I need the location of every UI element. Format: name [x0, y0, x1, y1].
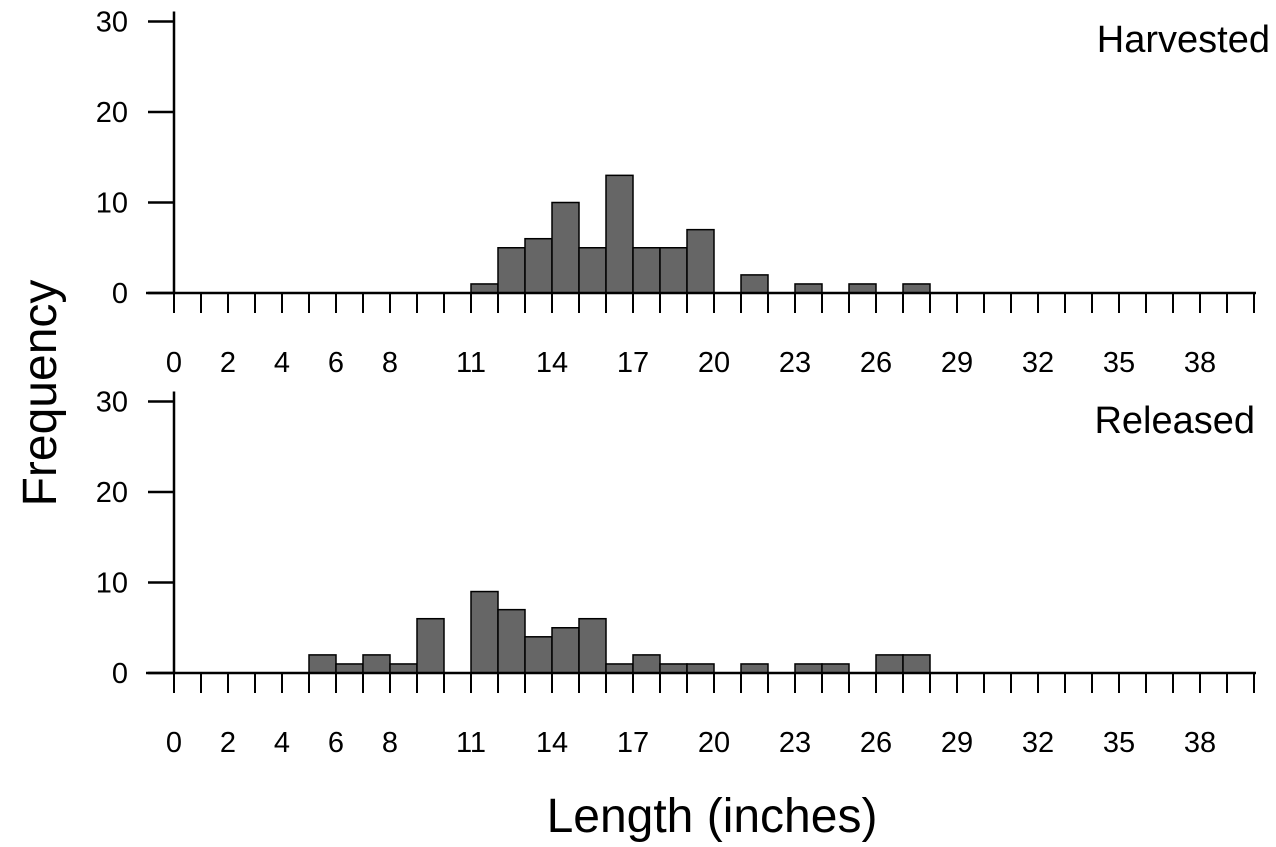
x-tick-label: 26 [860, 347, 892, 379]
histogram-bar [524, 237, 553, 294]
x-tick-label: 2 [220, 727, 236, 759]
histogram-bar [551, 201, 580, 294]
x-tick-label: 8 [382, 347, 398, 379]
histogram-bar [659, 247, 688, 294]
y-axis-title: Frequency [14, 280, 67, 507]
x-tick-label: 14 [536, 727, 568, 759]
histogram-bar [848, 283, 877, 294]
histogram-bar [686, 228, 715, 294]
histogram-bar [389, 663, 418, 674]
histogram-bar [362, 654, 391, 674]
panel-released: 0 2 4 6 8 11 14 17 20 23 26 29 32 35 38 0 10 20 30 Released [96, 387, 1256, 759]
x-tick-label: 4 [274, 727, 290, 759]
x-tick-label: 38 [1184, 727, 1216, 759]
panel-title: Released [1094, 400, 1255, 442]
x-tick-label: 35 [1103, 347, 1135, 379]
histogram-bar [821, 663, 850, 674]
x-tick-label: 32 [1022, 727, 1054, 759]
histogram-bar [632, 247, 661, 294]
histogram-bar [308, 654, 337, 674]
y-tick-label: 30 [96, 7, 128, 39]
panel-title: Harvested [1097, 19, 1270, 61]
y-tick-label: 10 [96, 188, 128, 220]
histogram-bar [551, 627, 580, 674]
x-tick-label: 0 [166, 727, 182, 759]
x-tick-label: 23 [779, 347, 811, 379]
histogram-bar [524, 636, 553, 674]
x-tick-label: 0 [166, 347, 182, 379]
x-tick-label: 17 [617, 347, 649, 379]
x-axis-title: Length (inches) [547, 790, 878, 843]
x-tick-label: 23 [779, 727, 811, 759]
y-tick-label: 0 [112, 278, 128, 310]
x-tick-label: 35 [1103, 727, 1135, 759]
histogram-bar [740, 663, 769, 674]
histogram-bar [740, 274, 769, 294]
x-tick-label: 20 [698, 347, 730, 379]
x-tick-label: 14 [536, 347, 568, 379]
histogram-bar [470, 283, 499, 294]
x-tick-label: 29 [941, 347, 973, 379]
x-tick-label: 6 [328, 727, 344, 759]
x-tick-label: 20 [698, 727, 730, 759]
x-tick-label: 11 [456, 347, 486, 379]
histogram-bar [632, 654, 661, 674]
histogram-bar [686, 663, 715, 674]
x-tick-label: 2 [220, 347, 236, 379]
histogram-bar [416, 617, 445, 674]
y-tick-label: 20 [96, 477, 128, 509]
x-tick-label: 4 [274, 347, 290, 379]
x-tick-label: 6 [328, 347, 344, 379]
histogram-bar [497, 608, 526, 674]
y-tick-label: 0 [112, 658, 128, 690]
histogram-bar [794, 663, 823, 674]
x-tick-label: 26 [860, 727, 892, 759]
panel-harvested: 0 2 4 6 8 11 14 17 20 23 26 29 32 35 38 0 10 20 30 Harveste… [96, 7, 1270, 380]
x-tick-label: 17 [617, 727, 649, 759]
histogram-bar [335, 663, 364, 674]
histogram-bar [902, 654, 931, 674]
x-tick-label: 11 [456, 727, 486, 759]
y-tick-label: 10 [96, 568, 128, 600]
histogram-bar [659, 663, 688, 674]
x-tick-label: 29 [941, 727, 973, 759]
histogram-bar [470, 590, 499, 674]
y-tick-label: 30 [96, 387, 128, 419]
x-tick-label: 8 [382, 727, 398, 759]
histogram-bar [578, 247, 607, 294]
histogram-bar [794, 283, 823, 294]
histogram-bar [902, 283, 931, 294]
x-tick-label: 32 [1022, 347, 1054, 379]
histogram-bar [605, 663, 634, 674]
histogram-bar [497, 247, 526, 294]
histogram-bar [605, 174, 634, 294]
x-tick-label: 38 [1184, 347, 1216, 379]
histogram-bar [875, 654, 904, 674]
y-tick-label: 20 [96, 97, 128, 129]
histogram-bar [578, 617, 607, 674]
